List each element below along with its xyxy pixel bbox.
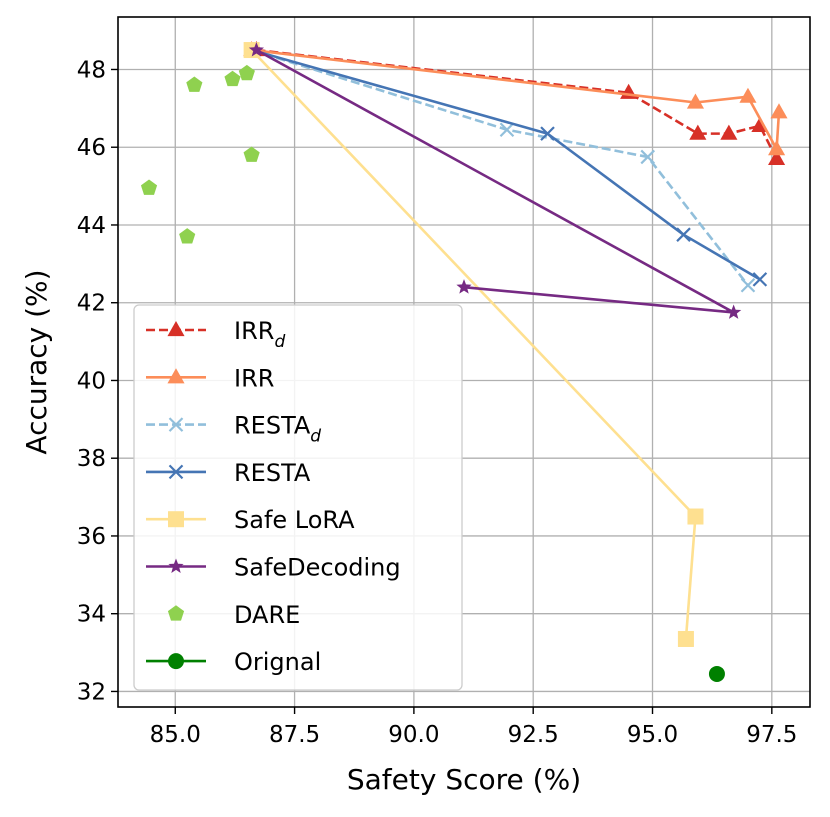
legend-label-text: DARE	[234, 601, 300, 629]
legend-item-safe-lora: Safe LoRA	[146, 506, 355, 534]
legend-label-text: Safe LoRA	[234, 506, 355, 534]
legend-label-text: IRR	[234, 364, 274, 392]
legend-marker-irr	[167, 368, 185, 384]
y-axis-label: Accuracy (%)	[20, 269, 53, 454]
plot-frame	[117, 16, 811, 708]
data-point-safe-lora	[677, 630, 694, 647]
legend-label-text: RESTA	[234, 412, 311, 440]
y-tick-label: 34	[77, 602, 106, 628]
y-tick-label: 32	[77, 679, 106, 705]
y-tick-label: 48	[77, 57, 106, 83]
series-orignal	[708, 665, 725, 682]
legend-label-safedecoding: SafeDecoding	[234, 554, 401, 582]
data-point-irr-d	[768, 149, 786, 166]
x-axis-label: Safety Score (%)	[347, 763, 581, 796]
data-point-resta	[540, 126, 555, 141]
data-point-safe-lora	[687, 508, 704, 525]
legend-label-subscript: d	[310, 427, 321, 447]
legend-marker-irr-d	[167, 321, 185, 337]
y-tick-label: 44	[77, 213, 106, 239]
legend-marker-safedecoding	[168, 558, 184, 573]
series-safedecoding	[248, 42, 742, 319]
series-irr	[243, 41, 788, 156]
data-point-orignal	[708, 665, 725, 682]
data-point-dare	[243, 146, 260, 162]
data-point-irr	[686, 93, 705, 109]
legend-item-dare: DARE	[167, 601, 300, 629]
x-tick-label: 97.5	[746, 722, 797, 748]
data-point-safedecoding	[456, 279, 472, 294]
legend-marker-orignal	[168, 653, 184, 670]
x-tick-label: 95.0	[627, 722, 678, 748]
legend-item-irr: IRR	[146, 364, 274, 392]
legend-label-text: RESTA	[234, 459, 311, 487]
legend-label-text: SafeDecoding	[234, 554, 401, 582]
legend-item-orignal: Orignal	[146, 648, 321, 676]
data-point-irr-d	[720, 124, 738, 140]
data-point-dare	[179, 228, 196, 244]
legend-label-text: IRR	[234, 317, 274, 345]
legend-label-dare: DARE	[234, 601, 300, 629]
data-point-dare	[238, 64, 255, 81]
data-point-resta	[676, 227, 691, 242]
legend-item-resta: RESTA	[146, 459, 311, 487]
series-line-safedecoding	[255, 48, 735, 314]
legend-label-irr-d: IRRd	[234, 317, 285, 352]
data-point-resta	[752, 272, 768, 287]
legend-item-resta-d: RESTAd	[146, 412, 321, 447]
legend-marker-resta-d	[168, 417, 184, 432]
series-resta-d	[244, 42, 756, 293]
legend-marker-dare	[167, 605, 185, 621]
legend-label-orignal: Orignal	[234, 648, 321, 676]
y-tick-label: 40	[77, 368, 106, 394]
legend-item-safedecoding: SafeDecoding	[146, 554, 401, 582]
series-line-resta-d	[251, 48, 749, 287]
legend-label-subscript: d	[274, 332, 285, 352]
y-tick-label: 42	[77, 291, 106, 317]
legend-label-safe-lora: Safe LoRA	[234, 506, 355, 534]
series-layer	[140, 41, 788, 682]
series-dare	[140, 64, 260, 244]
data-point-irr	[739, 87, 757, 103]
y-tick-label: 46	[77, 135, 106, 161]
legend-label-resta-d: RESTAd	[234, 412, 321, 447]
data-point-safedecoding	[726, 304, 742, 319]
x-tick-label: 85.0	[150, 722, 201, 748]
legend-marker-safe-lora	[168, 511, 184, 528]
legend-label-text: Orignal	[234, 648, 321, 676]
x-tick-label: 90.0	[388, 722, 439, 748]
data-point-dare	[186, 76, 203, 92]
data-point-safedecoding	[248, 42, 265, 57]
axis-ticks: 85.0 87.5 90.0 92.5 95.0 97.5 32 34 36 38 40 42 44 46…	[77, 57, 798, 748]
legend-label-irr: IRR	[234, 364, 274, 392]
data-point-irr	[770, 103, 788, 119]
data-point-irr-d	[689, 124, 707, 140]
data-point-dare	[224, 70, 241, 87]
legend-box	[133, 304, 463, 691]
x-tick-label: 92.5	[508, 722, 559, 748]
y-tick-label: 38	[77, 446, 106, 472]
series-line-resta	[251, 48, 761, 281]
legend-marker-resta	[168, 464, 184, 480]
legend-label-resta: RESTA	[234, 459, 311, 487]
data-point-resta-d	[740, 277, 756, 293]
legend-item-irr-d: IRRd	[146, 317, 285, 352]
data-point-dare	[140, 179, 158, 195]
data-point-resta-d	[640, 149, 656, 165]
x-tick-label: 87.5	[269, 722, 320, 748]
data-point-irr	[768, 140, 786, 156]
data-point-resta-d	[499, 122, 515, 138]
y-tick-label: 36	[77, 524, 106, 550]
